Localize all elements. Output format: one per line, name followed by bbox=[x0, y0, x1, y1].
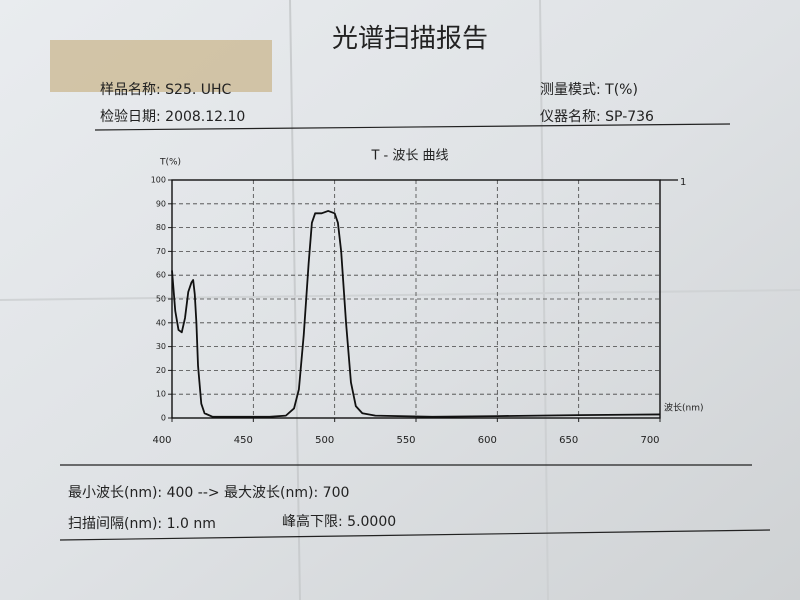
header-rule bbox=[94, 123, 731, 131]
x-tick-label: 550 bbox=[396, 435, 415, 446]
x-tick-label: 500 bbox=[315, 435, 334, 446]
y-tick-label: 40 bbox=[156, 318, 166, 327]
x-tick-label: 700 bbox=[640, 435, 659, 446]
measure-mode: 测量模式: T(%) bbox=[540, 82, 638, 98]
y-tick-label: 80 bbox=[156, 223, 166, 232]
stain bbox=[50, 40, 272, 92]
spectrum-line bbox=[171, 210, 661, 418]
fold bbox=[0, 289, 800, 301]
chart: T - 波长 曲线 T(%) 波长(nm) 1 0 10 20 30 40 50 60 70 8… bbox=[151, 149, 704, 447]
fold bbox=[539, 0, 549, 600]
x-tick-label: 600 bbox=[478, 435, 497, 446]
x-tick-label: 400 bbox=[152, 435, 171, 446]
scan-interval: 扫描间隔(nm): 1.0 nm bbox=[68, 516, 216, 532]
x-tick-label: 650 bbox=[559, 435, 578, 446]
y-tick-label: 90 bbox=[156, 199, 166, 208]
x-tick-label: 450 bbox=[234, 435, 253, 446]
plot-frame bbox=[171, 179, 661, 419]
y-tick-label: 60 bbox=[156, 271, 166, 280]
y-tick-label: 0 bbox=[161, 414, 166, 423]
test-date: 检验日期: 2008.12.10 bbox=[100, 109, 245, 125]
y-tick-label: 50 bbox=[156, 295, 166, 304]
footer-rule bbox=[59, 529, 771, 541]
y-tick-label: 30 bbox=[156, 342, 166, 351]
y-tick-label: 100 bbox=[151, 176, 166, 185]
y-tick-label: 10 bbox=[156, 390, 166, 399]
wavelength-range: 最小波长(nm): 400 --> 最大波长(nm): 700 bbox=[68, 485, 349, 501]
y-tick-label: 70 bbox=[156, 247, 166, 256]
y-tick-label: 20 bbox=[156, 366, 166, 375]
fold bbox=[289, 0, 301, 600]
series-label: 1 bbox=[680, 177, 686, 188]
peak-threshold: 峰高下限: 5.0000 bbox=[282, 513, 396, 530]
x-axis-label: 波长(nm) bbox=[664, 402, 704, 414]
y-axis-label: T(%) bbox=[159, 158, 181, 168]
chart-title: T - 波长 曲线 bbox=[370, 149, 448, 164]
sample-name: 样品名称: S25. UHC bbox=[100, 82, 232, 98]
instrument-name: 仪器名称: SP-736 bbox=[540, 109, 654, 125]
report-title: 光谱扫描报告 bbox=[332, 24, 488, 54]
